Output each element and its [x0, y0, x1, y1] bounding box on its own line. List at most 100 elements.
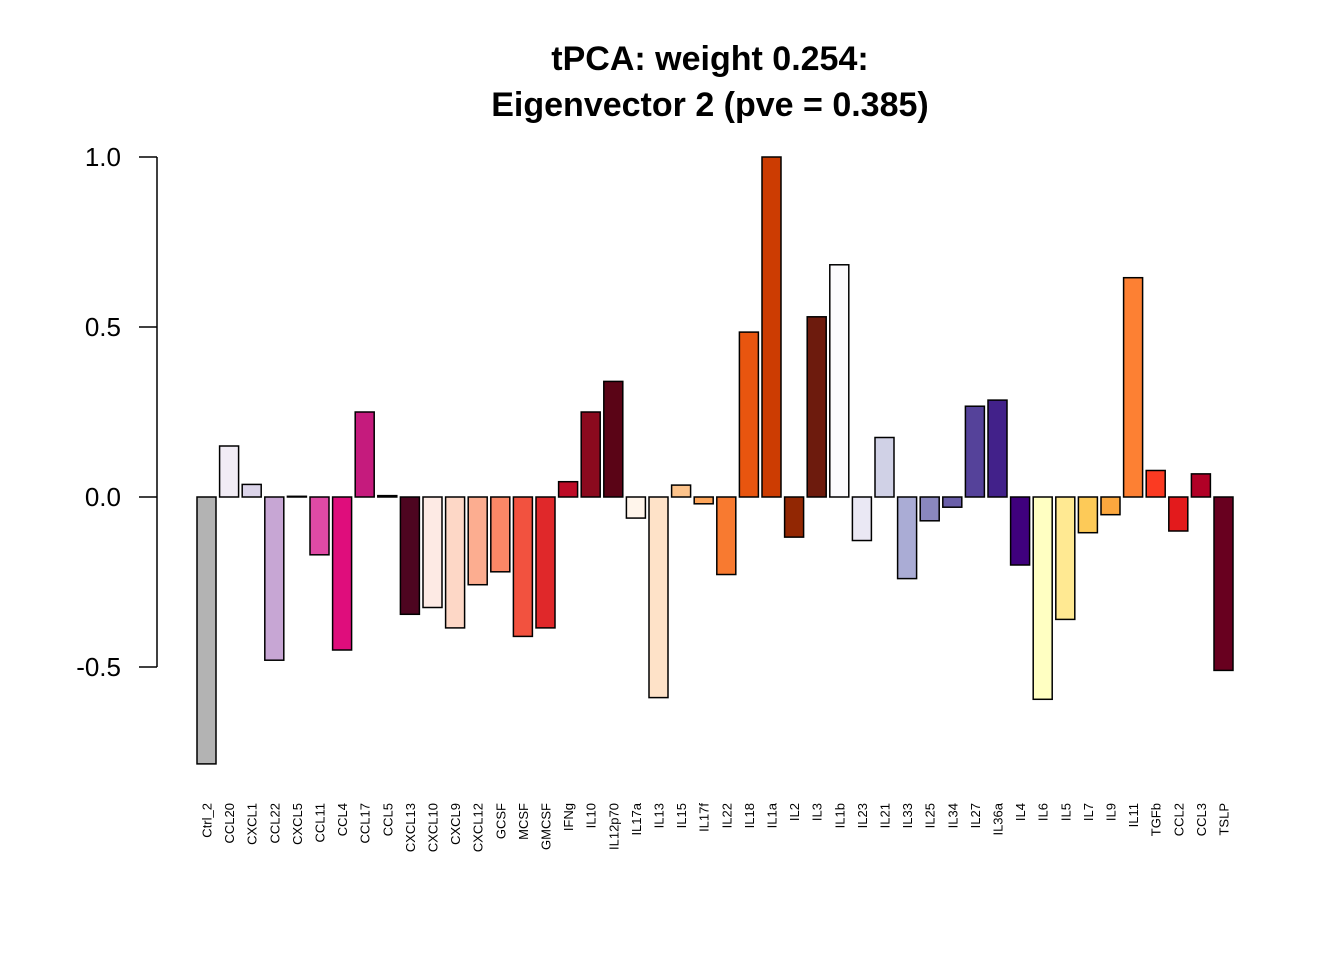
- x-tick-label: IL34: [945, 803, 960, 828]
- x-tick-label: IFNg: [561, 803, 576, 831]
- bars-group: [196, 156, 1234, 765]
- bar-ifng: [557, 480, 579, 498]
- x-tick-label: IL36a: [991, 802, 1006, 835]
- x-tick-label: IL6: [1036, 803, 1051, 821]
- x-tick-label: CCL3: [1194, 803, 1209, 836]
- x-tick-label: IL1b: [832, 803, 847, 828]
- bar-tslp: [1213, 496, 1234, 672]
- bar-il17a: [625, 496, 647, 519]
- bar-ccl2: [1168, 496, 1189, 532]
- x-tick-label: IL4: [1013, 803, 1028, 821]
- x-tick-label: IL15: [674, 803, 689, 828]
- bar-ccl4: [331, 496, 353, 651]
- y-tick-label: 0.0: [85, 482, 121, 512]
- x-tick-label: IL3: [810, 803, 825, 821]
- x-tick-label: IL7: [1081, 803, 1096, 821]
- bar-cxcl5: [286, 495, 308, 498]
- bar-cxcl12: [467, 496, 488, 586]
- bar-tgfb: [1145, 469, 1166, 498]
- bar-il33: [896, 496, 918, 580]
- bar-il25: [919, 496, 940, 522]
- x-tick-label: IL13: [652, 803, 667, 828]
- x-tick-label: IL10: [584, 803, 599, 828]
- bar-il18: [738, 331, 760, 498]
- bar-cxcl1: [241, 483, 262, 498]
- bar-il3: [806, 316, 827, 498]
- chart-subtitle: Eigenvector 2 (pve = 0.385): [491, 86, 928, 124]
- x-tick-label: IL11: [1126, 803, 1141, 827]
- x-tick-label: CXCL1: [245, 803, 260, 845]
- bar-il11: [1122, 276, 1144, 498]
- bar-mcsf: [512, 496, 534, 638]
- x-tick-labels: Ctrl_2 CCL20 CXCL1 CCL22 CXCL5 CCL11 CCL4 CCL17…: [200, 802, 1232, 852]
- x-tick-label: IL9: [1104, 803, 1119, 821]
- bar-gmcsf: [535, 496, 556, 629]
- x-tick-label: IL22: [719, 803, 734, 828]
- bar-ccl22: [264, 496, 285, 661]
- y-tick-label: -0.5: [76, 652, 121, 682]
- x-tick-label: CCL20: [222, 803, 237, 843]
- x-tick-label: IL5: [1058, 803, 1073, 821]
- bar-ccl5: [377, 494, 398, 498]
- bar-il21: [874, 436, 895, 498]
- bar-il7: [1077, 496, 1099, 534]
- bar-il10: [580, 411, 601, 498]
- x-tick-label: IL17a: [629, 802, 644, 835]
- x-tick-label: Ctrl_2: [200, 803, 215, 838]
- bar-cxcl9: [444, 496, 466, 629]
- bar-cxcl10: [422, 496, 443, 609]
- bar-gcsf: [490, 496, 511, 573]
- y-tick-label: 0.5: [85, 312, 121, 342]
- x-tick-label: CXCL12: [471, 803, 486, 852]
- bar-il4: [1009, 496, 1031, 566]
- x-tick-label: IL33: [900, 803, 915, 828]
- x-tick-label: GMCSF: [539, 803, 554, 850]
- bar-ccl11: [309, 496, 330, 556]
- bar-il15: [670, 484, 692, 498]
- bar-il6: [1032, 496, 1053, 701]
- bar-il1a: [761, 156, 782, 498]
- x-tick-label: IL12p70: [606, 803, 621, 850]
- bar-ccl17: [354, 411, 375, 498]
- x-tick-label: IL27: [968, 803, 983, 828]
- x-tick-label: CXCL13: [403, 803, 418, 852]
- x-tick-label: CCL22: [267, 803, 282, 843]
- x-tick-label: TSLP: [1217, 803, 1232, 836]
- bar-il12p70: [603, 380, 624, 498]
- bar-il1b: [829, 264, 850, 498]
- bar-ctrl_2: [196, 496, 217, 765]
- x-tick-label: CCL5: [380, 803, 395, 836]
- x-tick-label: IL17f: [697, 803, 712, 832]
- bar-il22: [716, 496, 737, 576]
- y-tick-label: 1.0: [85, 142, 121, 172]
- x-tick-label: IL18: [742, 803, 757, 828]
- chart-title: tPCA: weight 0.254:: [551, 40, 868, 78]
- x-tick-label: IL25: [923, 803, 938, 828]
- bar-il13: [648, 496, 669, 699]
- x-tick-label: IL21: [878, 803, 893, 828]
- x-tick-label: CXCL10: [426, 803, 441, 852]
- bar-cxcl13: [399, 496, 421, 616]
- bar-il27: [964, 405, 986, 498]
- x-tick-label: CXCL5: [290, 803, 305, 845]
- x-tick-label: CCL4: [335, 803, 350, 836]
- y-axis: -0.5 0.0 0.5 1.0: [76, 142, 158, 682]
- x-tick-label: MCSF: [516, 803, 531, 840]
- x-tick-label: CCL17: [358, 803, 373, 843]
- x-tick-label: IL2: [787, 803, 802, 821]
- x-tick-label: CCL2: [1171, 803, 1186, 836]
- bar-il17f: [693, 496, 714, 505]
- bar-il9: [1100, 496, 1121, 516]
- x-tick-label: TGFb: [1149, 803, 1164, 836]
- x-tick-label: CCL11: [313, 803, 328, 843]
- bar-il23: [851, 496, 873, 542]
- bar-il34: [942, 496, 963, 508]
- x-tick-label: CXCL9: [448, 803, 463, 845]
- bar-ccl3: [1190, 473, 1212, 498]
- x-tick-label: IL1a: [765, 802, 780, 828]
- bar-il5: [1055, 496, 1076, 621]
- bar-il2: [783, 496, 805, 538]
- x-tick-label: GCSF: [493, 803, 508, 839]
- x-tick-label: IL23: [855, 803, 870, 828]
